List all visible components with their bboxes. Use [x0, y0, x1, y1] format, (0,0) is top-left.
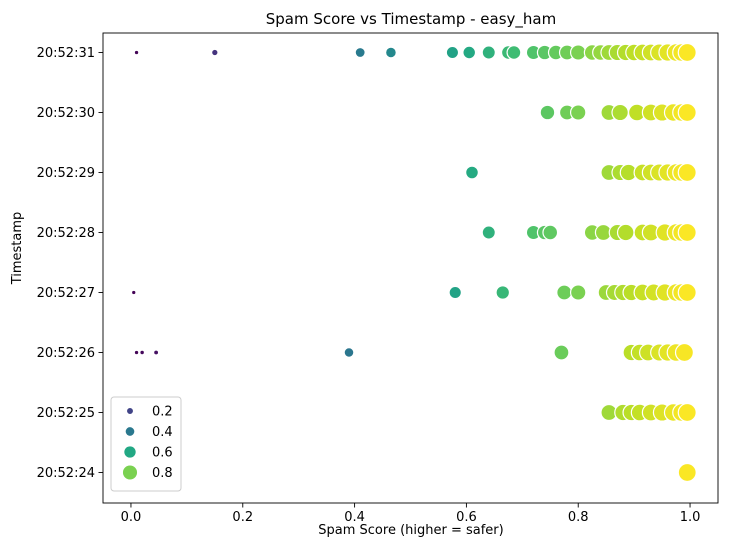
data-point: [677, 42, 697, 63]
x-tick-label: 0.2: [232, 510, 253, 525]
data-point: [384, 46, 397, 59]
x-axis-label: Spam Score (higher = safer): [318, 523, 503, 538]
data-point: [677, 102, 697, 123]
y-axis: 20:52:24 20:52:25 20:52:26 20:52:27 20:52:28…: [37, 46, 103, 481]
data-point: [677, 222, 697, 243]
data-point: [465, 165, 479, 180]
data-point: [569, 44, 587, 61]
data-point: [542, 224, 559, 241]
data-point: [210, 48, 219, 57]
y-tick-label: 20:52:26: [37, 346, 95, 361]
legend-label: 0.6: [152, 446, 173, 461]
legend-marker: [125, 406, 135, 416]
data-point: [133, 49, 140, 56]
legend-label: 0.2: [152, 405, 173, 420]
data-point: [674, 342, 694, 363]
legend-marker: [121, 464, 139, 481]
data-point: [677, 162, 697, 183]
legend-marker: [123, 445, 137, 459]
data-point: [556, 284, 573, 301]
y-tick-label: 20:52:29: [37, 166, 95, 181]
data-point: [481, 45, 496, 60]
legend: 0.2 0.4 0.6 0.8: [110, 396, 182, 492]
data-point: [677, 282, 697, 303]
data-point: [677, 462, 697, 483]
data-point: [506, 45, 522, 60]
x-axis: 0.0 0.2 0.4 0.6 0.8 1.0: [121, 503, 701, 525]
data-point: [569, 104, 587, 121]
legend-label: 0.8: [152, 466, 173, 481]
data-point: [354, 46, 366, 59]
data-point: [133, 349, 140, 356]
y-tick-label: 20:52:25: [37, 406, 95, 421]
y-axis-label: Timestamp: [10, 212, 25, 286]
y-tick-label: 20:52:28: [37, 226, 95, 241]
data-point: [569, 284, 587, 301]
data-point: [139, 349, 146, 356]
legend-label: 0.4: [152, 425, 173, 440]
x-tick-label: 0.0: [121, 510, 142, 525]
y-tick-label: 20:52:27: [37, 286, 95, 301]
points-layer: [130, 42, 697, 483]
data-point: [616, 223, 635, 242]
plot-frame: [102, 32, 719, 504]
data-point: [445, 45, 460, 60]
data-point: [495, 285, 511, 300]
legend-marker: [124, 425, 136, 438]
y-tick-label: 20:52:30: [37, 106, 95, 121]
data-point: [462, 45, 477, 60]
data-point: [153, 349, 160, 356]
chart-title: Spam Score vs Timestamp - easy_ham: [266, 10, 556, 29]
data-point: [448, 285, 462, 300]
x-tick-label: 0.4: [344, 510, 365, 525]
data-point: [677, 402, 697, 423]
x-tick-label: 0.8: [568, 510, 589, 525]
data-point: [539, 104, 556, 121]
data-point: [611, 103, 629, 122]
data-point: [343, 347, 355, 358]
x-tick-label: 0.6: [456, 510, 477, 525]
y-tick-label: 20:52:31: [37, 46, 95, 61]
y-tick-label: 20:52:24: [37, 466, 95, 481]
plot-area: [103, 33, 718, 503]
x-tick-label: 1.0: [680, 510, 701, 525]
data-point: [481, 225, 496, 240]
data-point: [130, 289, 137, 296]
data-point: [553, 344, 570, 361]
